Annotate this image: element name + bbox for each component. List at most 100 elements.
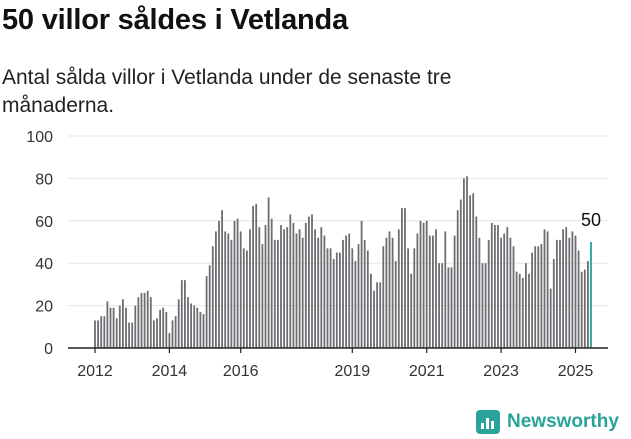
bar: [469, 195, 471, 348]
bar: [531, 252, 533, 348]
bar: [180, 280, 183, 348]
bar: [143, 292, 146, 348]
bar: [208, 265, 211, 348]
bar: [320, 227, 323, 348]
bar: [503, 233, 506, 348]
bar: [270, 218, 273, 348]
bar: [407, 248, 409, 348]
bar: [580, 271, 583, 348]
bar: [413, 248, 416, 348]
bar: [289, 214, 292, 348]
bar: [556, 239, 558, 348]
bar: [515, 271, 518, 348]
bar: [500, 237, 502, 348]
bar: [447, 267, 450, 348]
bar: [348, 233, 351, 348]
bar: [438, 263, 440, 348]
y-axis: 0 20 40 60 80 100: [26, 129, 53, 358]
bar: [193, 305, 196, 348]
bar: [211, 246, 214, 348]
bar: [109, 307, 112, 348]
bar: [140, 292, 143, 348]
bar: [187, 297, 189, 348]
bar: [444, 231, 447, 348]
bar: [273, 239, 276, 348]
bar: [162, 307, 165, 348]
bar: [277, 239, 279, 348]
x-tick-label: 2014: [152, 363, 188, 380]
bar: [131, 322, 134, 348]
bar: [339, 252, 341, 348]
bar: [587, 261, 589, 348]
bar: [385, 237, 388, 348]
bar: [153, 320, 155, 348]
bar: [370, 273, 372, 348]
x-tick-label: 2019: [335, 363, 371, 380]
bar: [540, 244, 543, 348]
bar: [401, 208, 403, 348]
bar: [171, 320, 174, 348]
bar: [301, 237, 304, 348]
bars: [94, 176, 592, 348]
bar: [562, 229, 564, 348]
bar: [224, 231, 227, 348]
bar: [258, 227, 261, 348]
bar: [543, 229, 546, 348]
bar: [218, 220, 220, 348]
bar: [146, 290, 149, 348]
bar: [432, 235, 434, 348]
bar: [199, 311, 202, 348]
bar: [366, 250, 369, 348]
bar: [239, 231, 242, 348]
gridlines: [68, 135, 608, 307]
bar: [490, 222, 493, 348]
bar: [106, 301, 109, 348]
bar: [308, 216, 310, 348]
bar: [453, 235, 456, 348]
bar: [298, 229, 301, 348]
y-tick-label: 20: [35, 299, 53, 316]
bar: [168, 333, 171, 348]
bar: [314, 229, 316, 348]
x-tick-label: 2021: [409, 363, 445, 380]
bar: [459, 199, 462, 348]
chart-title: 50 villor såldes i Vetlanda: [2, 4, 348, 36]
bar: [565, 227, 568, 348]
bar: [292, 222, 295, 348]
bar: [345, 235, 347, 348]
bar: [261, 244, 264, 348]
bar: [394, 261, 397, 348]
bar: [360, 220, 363, 348]
bar: [481, 263, 484, 348]
y-tick-label: 0: [44, 341, 53, 358]
bar: [295, 233, 298, 348]
bar: [202, 314, 205, 348]
bar: [552, 258, 555, 348]
bar: [134, 305, 137, 348]
bar: [583, 269, 586, 348]
bar: [428, 235, 431, 348]
bar: [456, 210, 459, 348]
bar: [577, 250, 580, 348]
bar: [100, 316, 103, 348]
bar: [255, 203, 258, 348]
bar: [463, 178, 465, 348]
bar: [549, 288, 552, 348]
bar: [156, 318, 158, 348]
newsworthy-logo-icon: [476, 410, 500, 434]
brand: Newsworthy: [476, 407, 619, 437]
bar: [472, 193, 475, 348]
bar: [311, 214, 313, 348]
y-tick-label: 60: [35, 214, 53, 231]
bar: [286, 227, 289, 348]
bar: [264, 225, 267, 348]
bar: [478, 237, 481, 348]
chart-subtitle: Antal sålda villor i Vetlanda under de s…: [2, 66, 452, 117]
bar-chart: 0 20 40 60 80 100 2012 2014 2016 2019 2021 2023 202…: [26, 129, 608, 380]
bar: [450, 267, 453, 348]
bar: [252, 205, 254, 348]
y-tick-label: 40: [35, 256, 53, 273]
bar: [326, 248, 329, 348]
bar: [475, 216, 478, 348]
bar: [227, 233, 230, 348]
